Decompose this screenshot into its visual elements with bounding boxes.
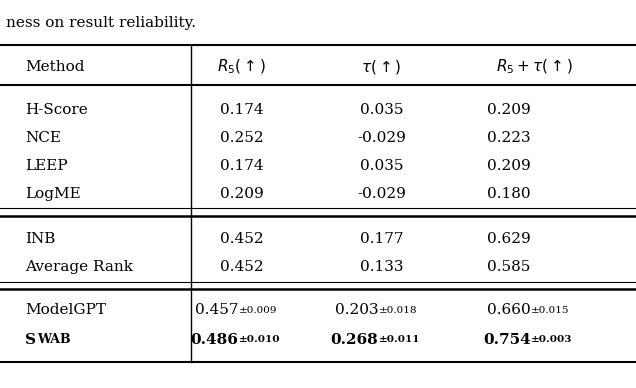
Text: 0.452: 0.452 [220, 232, 263, 246]
Text: $R_5 + \tau(\uparrow)$: $R_5 + \tau(\uparrow)$ [495, 57, 573, 76]
Text: 0.035: 0.035 [360, 103, 403, 117]
Text: 0.268: 0.268 [331, 333, 378, 347]
Text: ±0.018: ±0.018 [378, 306, 417, 315]
Text: ±0.011: ±0.011 [378, 335, 420, 345]
Text: LogME: LogME [25, 187, 81, 201]
Text: ±0.015: ±0.015 [531, 306, 570, 315]
Text: NCE: NCE [25, 131, 62, 145]
Text: 0.177: 0.177 [360, 232, 403, 246]
Text: 0.223: 0.223 [487, 131, 530, 145]
Text: 0.035: 0.035 [360, 159, 403, 173]
Text: 0.174: 0.174 [220, 103, 263, 117]
Text: -0.029: -0.029 [357, 187, 406, 201]
Text: 0.629: 0.629 [487, 232, 530, 246]
Text: $R_5(\uparrow)$: $R_5(\uparrow)$ [217, 57, 266, 76]
Text: H-Score: H-Score [25, 103, 88, 117]
Text: 0.754: 0.754 [483, 333, 531, 347]
Text: INB: INB [25, 232, 56, 246]
Text: WAB: WAB [37, 333, 71, 346]
Text: ness on result reliability.: ness on result reliability. [6, 16, 197, 29]
Text: 0.585: 0.585 [487, 260, 530, 274]
Text: 0.133: 0.133 [360, 260, 403, 274]
Text: ModelGPT: ModelGPT [25, 303, 106, 317]
Text: 0.252: 0.252 [220, 131, 263, 145]
Text: 0.203: 0.203 [335, 303, 378, 317]
Text: 0.486: 0.486 [191, 333, 238, 347]
Text: ±0.010: ±0.010 [238, 335, 280, 345]
Text: Average Rank: Average Rank [25, 260, 134, 274]
Text: ±0.003: ±0.003 [531, 335, 572, 345]
Text: 0.174: 0.174 [220, 159, 263, 173]
Text: Method: Method [25, 60, 85, 74]
Text: -0.029: -0.029 [357, 131, 406, 145]
Text: ±0.009: ±0.009 [238, 306, 277, 315]
Text: 0.660: 0.660 [487, 303, 531, 317]
Text: $\tau(\uparrow)$: $\tau(\uparrow)$ [361, 58, 402, 76]
Text: 0.457: 0.457 [195, 303, 238, 317]
Text: 0.180: 0.180 [487, 187, 530, 201]
Text: S: S [25, 333, 36, 347]
Text: 0.209: 0.209 [220, 187, 263, 201]
Text: LEEP: LEEP [25, 159, 68, 173]
Text: 0.209: 0.209 [487, 103, 530, 117]
Text: 0.209: 0.209 [487, 159, 530, 173]
Text: 0.452: 0.452 [220, 260, 263, 274]
